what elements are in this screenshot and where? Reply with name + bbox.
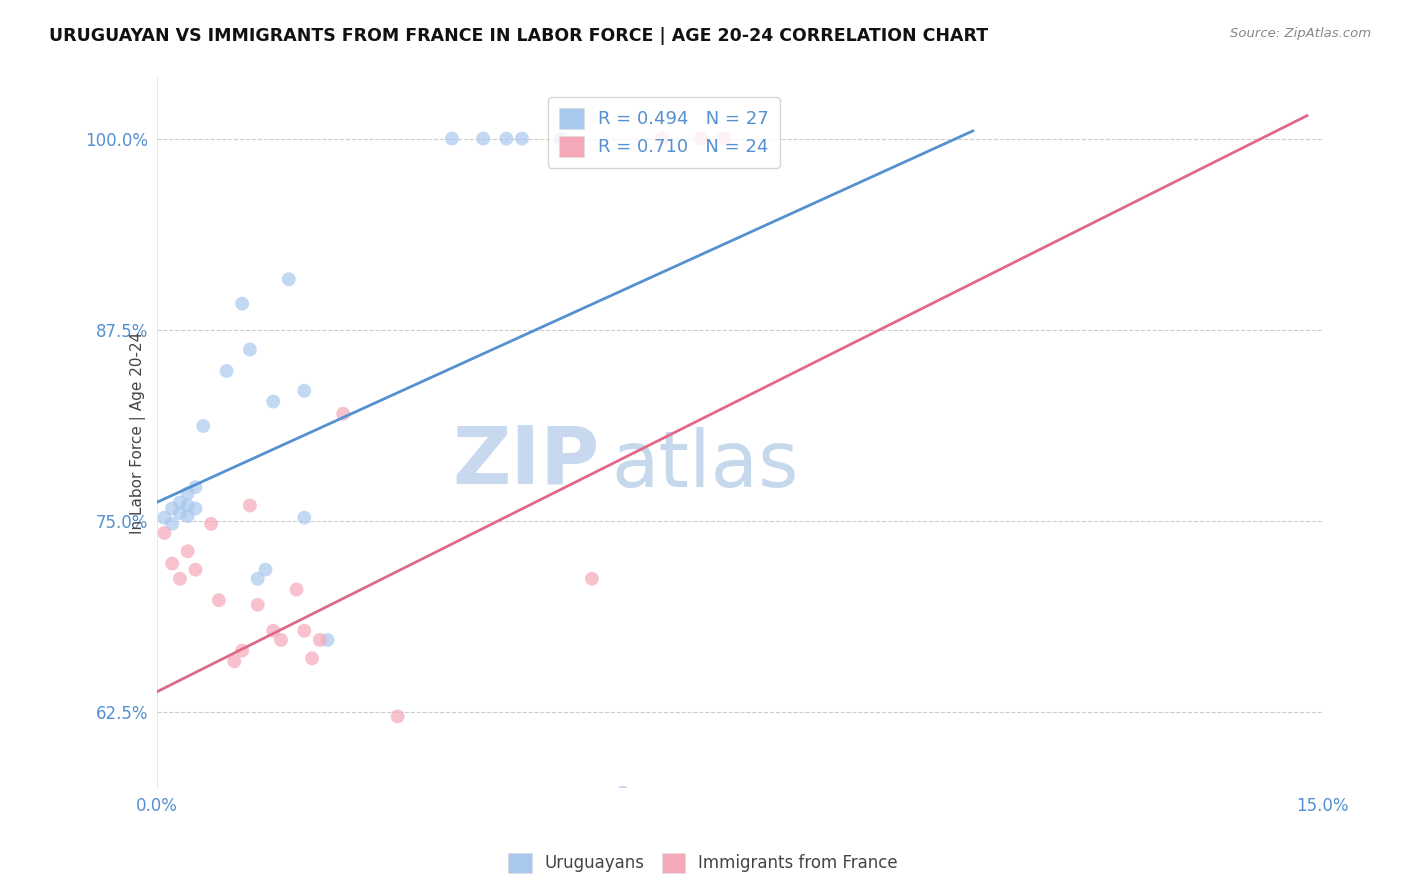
- Point: [160, 516, 183, 531]
- Point: [495, 131, 517, 145]
- Point: [177, 486, 200, 500]
- Point: [239, 499, 262, 513]
- Point: [160, 501, 183, 516]
- Point: [277, 272, 299, 286]
- Point: [292, 624, 315, 638]
- Point: [270, 632, 292, 647]
- Point: [184, 563, 207, 577]
- Point: [285, 582, 308, 597]
- Text: URUGUAYAN VS IMMIGRANTS FROM FRANCE IN LABOR FORCE | AGE 20-24 CORRELATION CHART: URUGUAYAN VS IMMIGRANTS FROM FRANCE IN L…: [49, 27, 988, 45]
- Point: [308, 632, 330, 647]
- Point: [177, 544, 200, 558]
- Point: [231, 296, 253, 310]
- Y-axis label: In Labor Force | Age 20-24: In Labor Force | Age 20-24: [129, 332, 146, 534]
- Point: [153, 525, 176, 540]
- Point: [200, 516, 222, 531]
- Point: [292, 822, 315, 837]
- Point: [184, 480, 207, 494]
- Point: [292, 384, 315, 398]
- Point: [215, 364, 238, 378]
- Point: [184, 501, 207, 516]
- Point: [224, 654, 246, 668]
- Point: [651, 131, 673, 145]
- Point: [193, 419, 215, 434]
- Point: [153, 510, 176, 524]
- Point: [387, 709, 409, 723]
- Legend: Uruguayans, Immigrants from France: Uruguayans, Immigrants from France: [502, 847, 904, 880]
- Point: [581, 572, 603, 586]
- Point: [208, 593, 231, 607]
- Point: [713, 131, 735, 145]
- Point: [472, 131, 495, 145]
- Point: [262, 394, 284, 409]
- Text: ZIP: ZIP: [453, 422, 600, 500]
- Point: [169, 506, 191, 520]
- Point: [262, 624, 284, 638]
- Point: [177, 499, 200, 513]
- Point: [510, 131, 533, 145]
- Point: [292, 510, 315, 524]
- Point: [239, 343, 262, 357]
- Point: [246, 572, 269, 586]
- Point: [689, 131, 711, 145]
- Point: [301, 651, 323, 665]
- Point: [332, 407, 354, 421]
- Point: [440, 131, 463, 145]
- Point: [169, 572, 191, 586]
- Text: atlas: atlas: [612, 426, 799, 503]
- Point: [612, 786, 634, 800]
- Point: [169, 495, 191, 509]
- Point: [316, 632, 339, 647]
- Point: [246, 598, 269, 612]
- Point: [550, 131, 572, 145]
- Point: [231, 643, 253, 657]
- Point: [254, 563, 277, 577]
- Text: Source: ZipAtlas.com: Source: ZipAtlas.com: [1230, 27, 1371, 40]
- Point: [177, 509, 200, 524]
- Point: [160, 557, 183, 571]
- Legend: R = 0.494   N = 27, R = 0.710   N = 24: R = 0.494 N = 27, R = 0.710 N = 24: [548, 97, 780, 168]
